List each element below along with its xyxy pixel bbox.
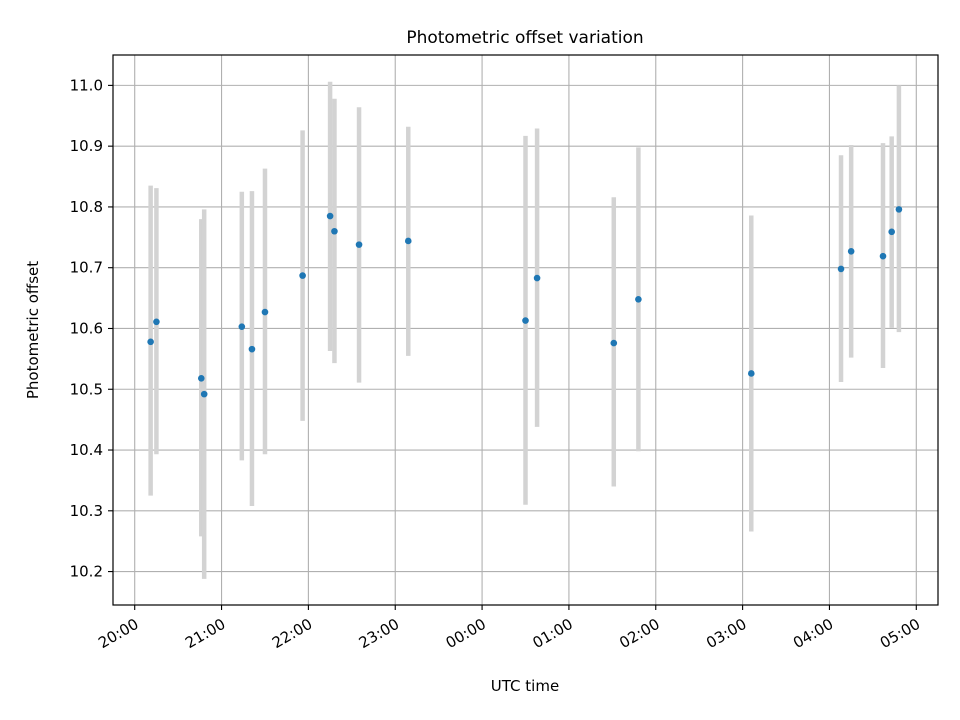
data-point: [153, 318, 160, 326]
data-point: [197, 375, 205, 382]
data-point: [747, 370, 755, 377]
y-axis-ticks: 10.2 10.3 10.4 10.5 10.6 10.7 10.8 10.9 11.0: [70, 76, 113, 581]
data-point: [238, 323, 246, 330]
y-tick-label: 10.3: [70, 502, 103, 520]
data-point: [404, 237, 412, 245]
y-tick-label: 10.6: [70, 319, 103, 337]
chart-title: Photometric offset variation: [406, 28, 643, 48]
y-tick-label: 10.4: [70, 441, 103, 459]
y-tick-label: 10.8: [70, 198, 103, 216]
data-point: [837, 265, 845, 273]
data-point: [879, 252, 887, 260]
data-point: [299, 272, 306, 279]
x-axis-label: UTC time: [491, 677, 559, 695]
y-tick-label: 10.7: [70, 259, 103, 277]
data-point: [635, 296, 642, 303]
y-tick-label: 11.0: [70, 76, 103, 94]
data-point: [355, 241, 363, 248]
y-tick-label: 10.9: [70, 137, 103, 155]
data-point: [248, 345, 256, 353]
data-point: [326, 212, 334, 220]
y-tick-label: 10.2: [70, 563, 103, 581]
y-axis-label: Photometric offset: [24, 261, 42, 399]
data-point: [331, 227, 338, 235]
data-point: [533, 274, 541, 282]
data-point: [847, 247, 855, 255]
data-point: [610, 339, 618, 347]
data-point: [895, 206, 903, 213]
data-point: [888, 228, 895, 236]
data-points: [147, 206, 903, 398]
data-point: [261, 308, 269, 316]
data-point: [522, 317, 529, 324]
y-tick-label: 10.5: [70, 380, 103, 398]
data-point: [147, 338, 154, 346]
data-point: [200, 390, 208, 398]
plot-frame: [112, 54, 939, 606]
